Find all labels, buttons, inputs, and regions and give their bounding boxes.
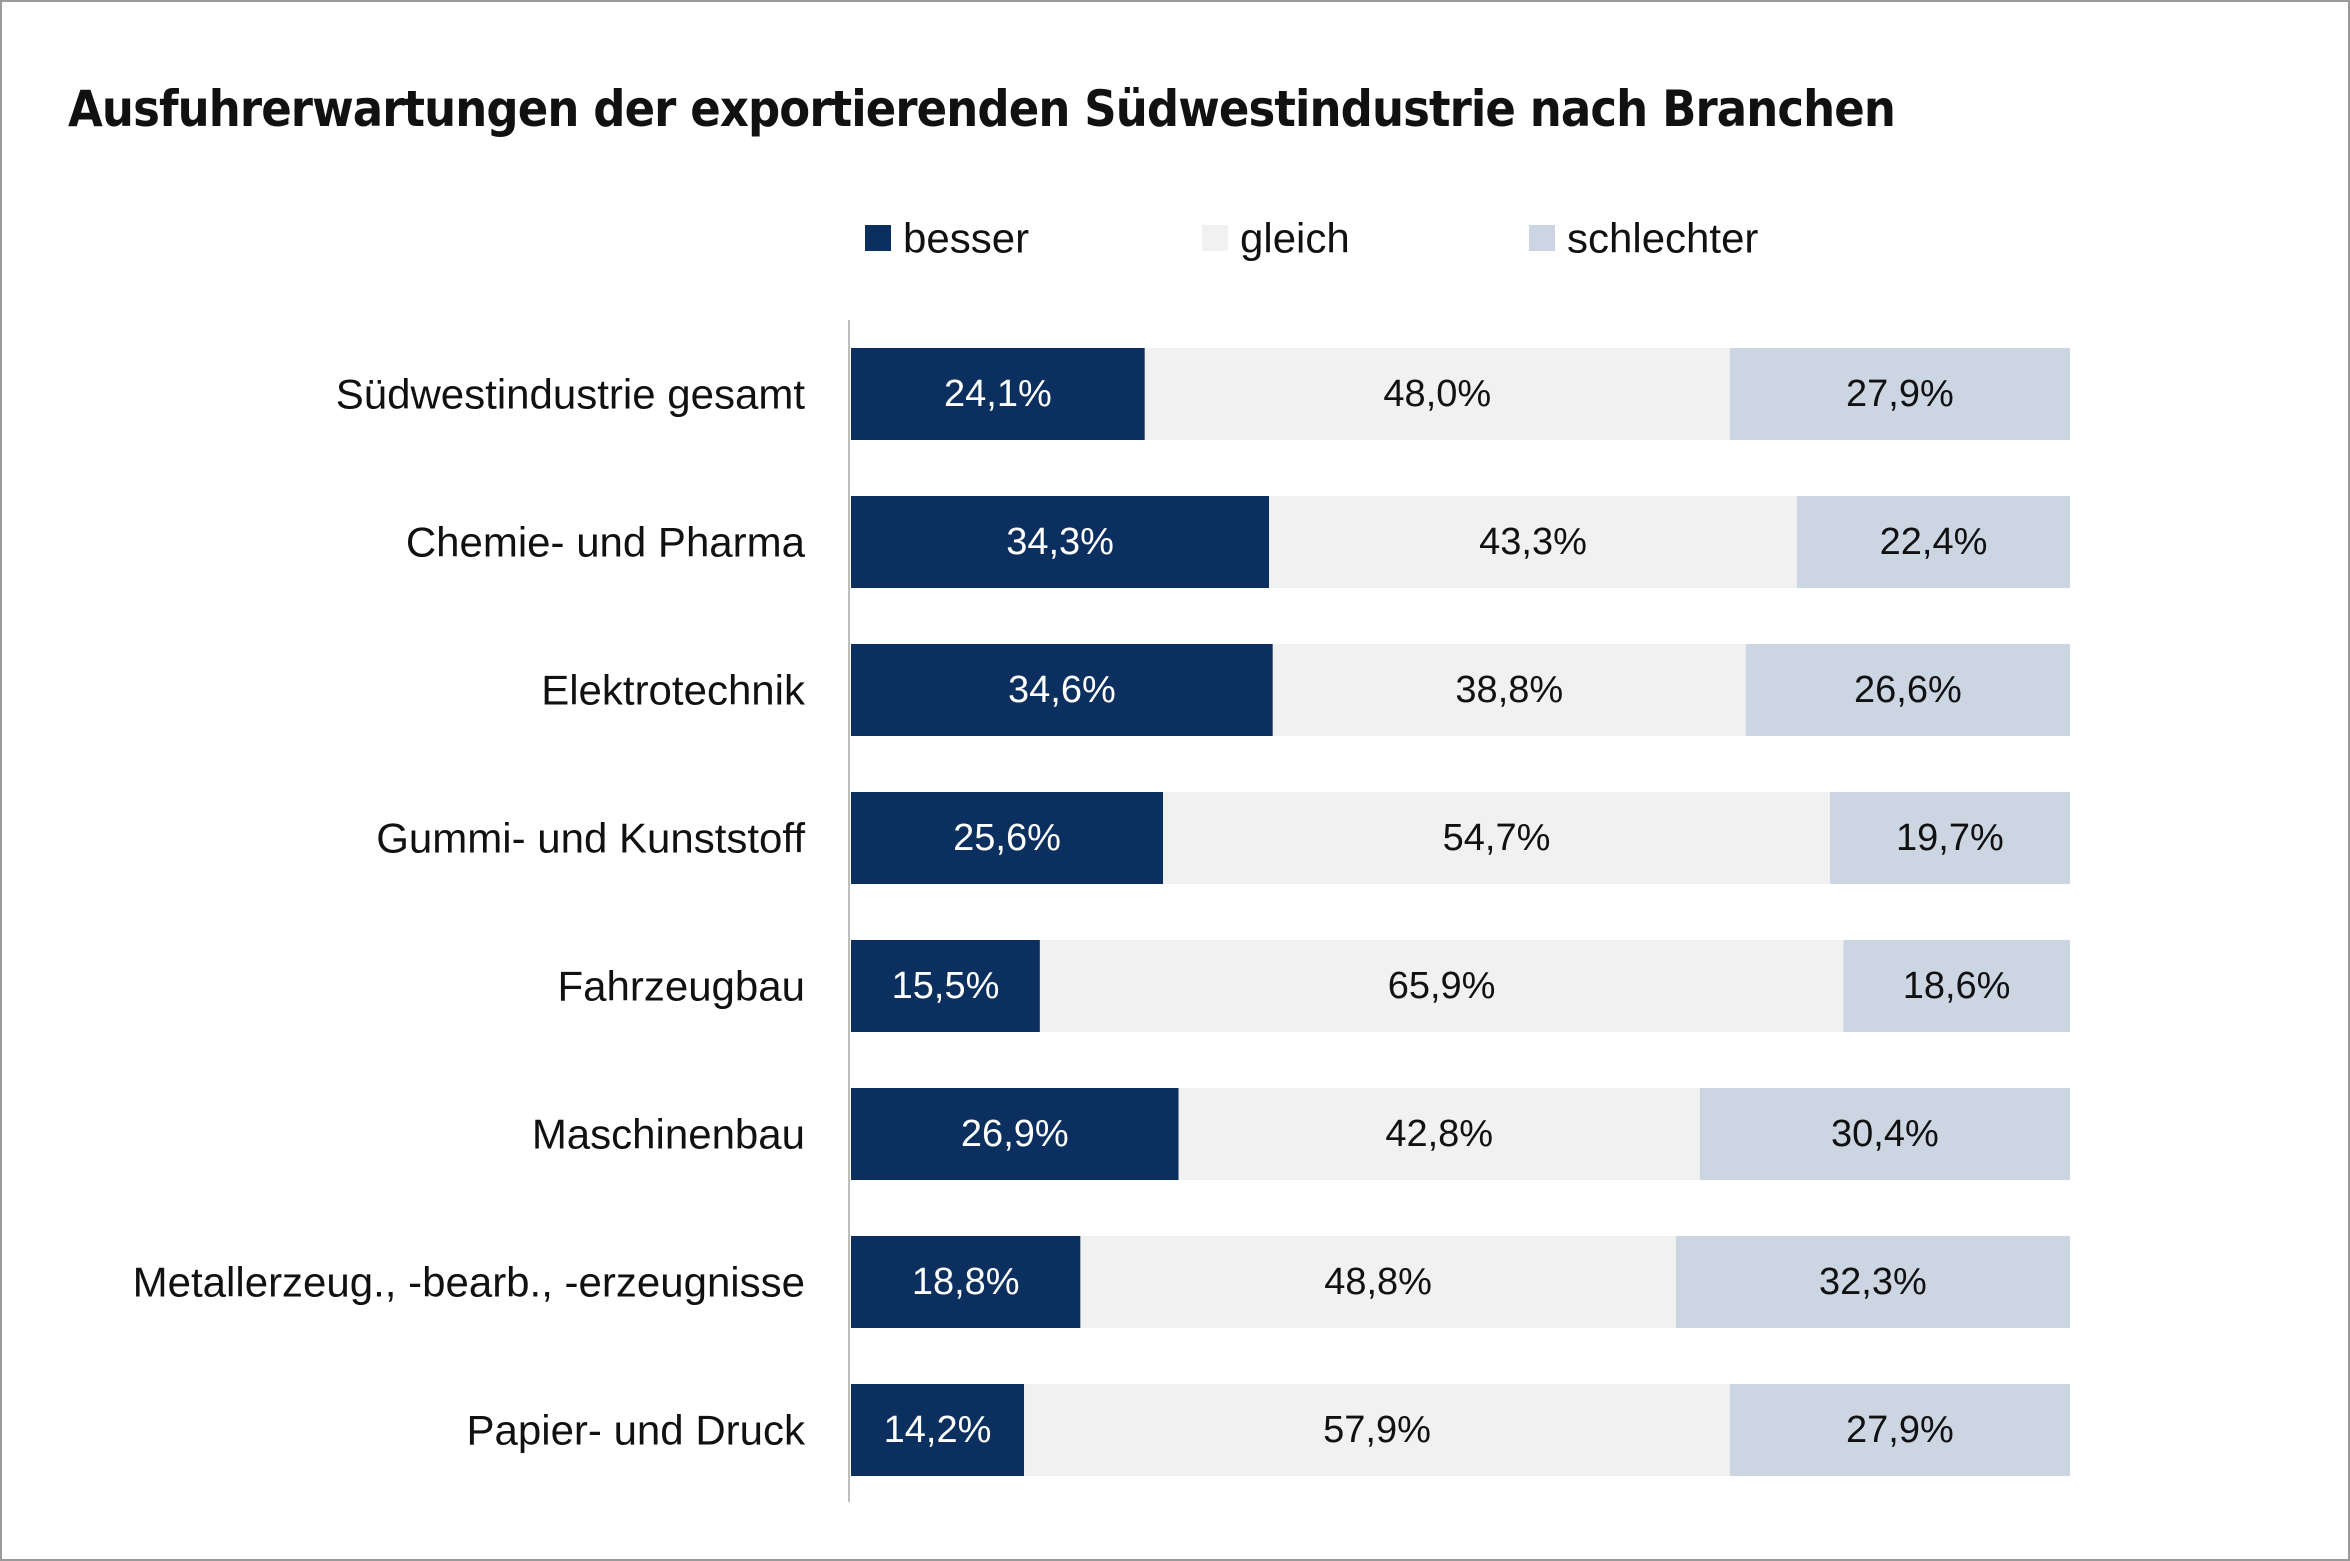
category-label: Fahrzeugbau: [557, 963, 805, 1010]
bar-segment-gleich: [1039, 940, 1844, 1032]
bar-segment-schlechter: [1729, 348, 2070, 440]
data-label-besser: 34,6%: [1008, 669, 1116, 711]
legend-swatch: [1202, 225, 1228, 251]
chart-title: Ausfuhrerwartungen der exportierenden Sü…: [68, 80, 1896, 138]
bar-segment-besser: [851, 940, 1040, 1032]
legend-label: gleich: [1240, 215, 1350, 262]
legend-label: besser: [903, 215, 1029, 262]
bar-row: Elektrotechnik 34,6% 38,8% 26,6%: [541, 644, 2070, 736]
chart-bars: Südwestindustrie gesamt 24,1% 48,0% 27,9% Ch…: [133, 348, 2070, 1476]
bar-segment-schlechter: [1699, 1088, 2070, 1180]
bar-segment-schlechter: [1729, 1384, 2070, 1476]
data-label-schlechter: 30,4%: [1831, 1113, 1939, 1155]
data-label-gleich: 65,9%: [1388, 965, 1496, 1007]
data-label-gleich: 43,3%: [1479, 521, 1587, 563]
data-label-besser: 34,3%: [1006, 521, 1114, 563]
bar-segment-gleich: [1272, 644, 1746, 736]
category-label: Elektrotechnik: [541, 667, 806, 714]
data-label-gleich: 48,8%: [1324, 1261, 1432, 1303]
data-label-besser: 24,1%: [944, 373, 1052, 415]
category-label: Südwestindustrie gesamt: [336, 371, 806, 418]
data-label-besser: 14,2%: [884, 1409, 992, 1451]
bar-segment-schlechter: [1796, 496, 2070, 588]
data-label-gleich: 54,7%: [1443, 817, 1551, 859]
data-label-besser: 26,9%: [961, 1113, 1069, 1155]
bar-row: Südwestindustrie gesamt 24,1% 48,0% 27,9%: [336, 348, 2070, 440]
data-label-besser: 25,6%: [953, 817, 1061, 859]
legend-item-schlechter: schlechter: [1529, 215, 1758, 262]
data-label-gleich: 57,9%: [1323, 1409, 1431, 1451]
data-label-besser: 18,8%: [912, 1261, 1020, 1303]
category-label: Papier- und Druck: [467, 1407, 806, 1454]
data-label-besser: 15,5%: [892, 965, 1000, 1007]
category-label: Gummi- und Kunststoff: [376, 815, 805, 862]
bar-segment-gleich: [1144, 348, 1730, 440]
category-label: Metallerzeug., -bearb., -erzeugnisse: [133, 1259, 805, 1306]
legend-swatch: [1529, 225, 1555, 251]
category-label: Maschinenbau: [532, 1111, 805, 1158]
legend-swatch: [865, 225, 891, 251]
bar-segment-besser: [851, 792, 1164, 884]
data-label-schlechter: 18,6%: [1903, 965, 2011, 1007]
bar-row: Maschinenbau 26,9% 42,8% 30,4%: [532, 1088, 2070, 1180]
data-label-gleich: 42,8%: [1385, 1113, 1493, 1155]
data-label-schlechter: 27,9%: [1846, 1409, 1954, 1451]
data-label-gleich: 38,8%: [1455, 669, 1563, 711]
data-label-schlechter: 32,3%: [1819, 1261, 1927, 1303]
legend-label: schlechter: [1567, 215, 1758, 262]
bar-segment-schlechter: [1843, 940, 2070, 1032]
chart-legend: besser gleich schlechter: [865, 215, 1758, 262]
data-label-schlechter: 19,7%: [1896, 817, 2004, 859]
data-label-gleich: 48,0%: [1383, 373, 1491, 415]
bar-segment-besser: [851, 644, 1273, 736]
bar-row: Papier- und Druck 14,2% 57,9% 27,9%: [467, 1384, 2070, 1476]
bar-segment-besser: [851, 1088, 1179, 1180]
category-label: Chemie- und Pharma: [406, 519, 806, 566]
legend-item-besser: besser: [865, 215, 1029, 262]
bar-segment-gleich: [1080, 1236, 1676, 1328]
data-label-schlechter: 22,4%: [1880, 521, 1988, 563]
bar-segment-gleich: [1269, 496, 1797, 588]
data-label-schlechter: 26,6%: [1854, 669, 1962, 711]
bar-row: Fahrzeugbau 15,5% 65,9% 18,6%: [557, 940, 2070, 1032]
bar-segment-gleich: [1178, 1088, 1700, 1180]
bar-row: Chemie- und Pharma 34,3% 43,3% 22,4%: [406, 496, 2070, 588]
bar-row: Gummi- und Kunststoff 25,6% 54,7% 19,7%: [376, 792, 2070, 884]
bar-segment-besser: [851, 348, 1145, 440]
bar-segment-besser: [851, 496, 1270, 588]
bar-segment-besser: [851, 1384, 1025, 1476]
bar-segment-schlechter: [1745, 644, 2070, 736]
bar-row: Metallerzeug., -bearb., -erzeugnisse 18,8…: [133, 1236, 2070, 1328]
legend-item-gleich: gleich: [1202, 215, 1350, 262]
bar-segment-schlechter: [1829, 792, 2070, 884]
data-label-schlechter: 27,9%: [1846, 373, 1954, 415]
bar-segment-gleich: [1024, 1384, 1730, 1476]
bar-segment-gleich: [1163, 792, 1830, 884]
bar-segment-besser: [851, 1236, 1081, 1328]
bar-segment-schlechter: [1675, 1236, 2070, 1328]
